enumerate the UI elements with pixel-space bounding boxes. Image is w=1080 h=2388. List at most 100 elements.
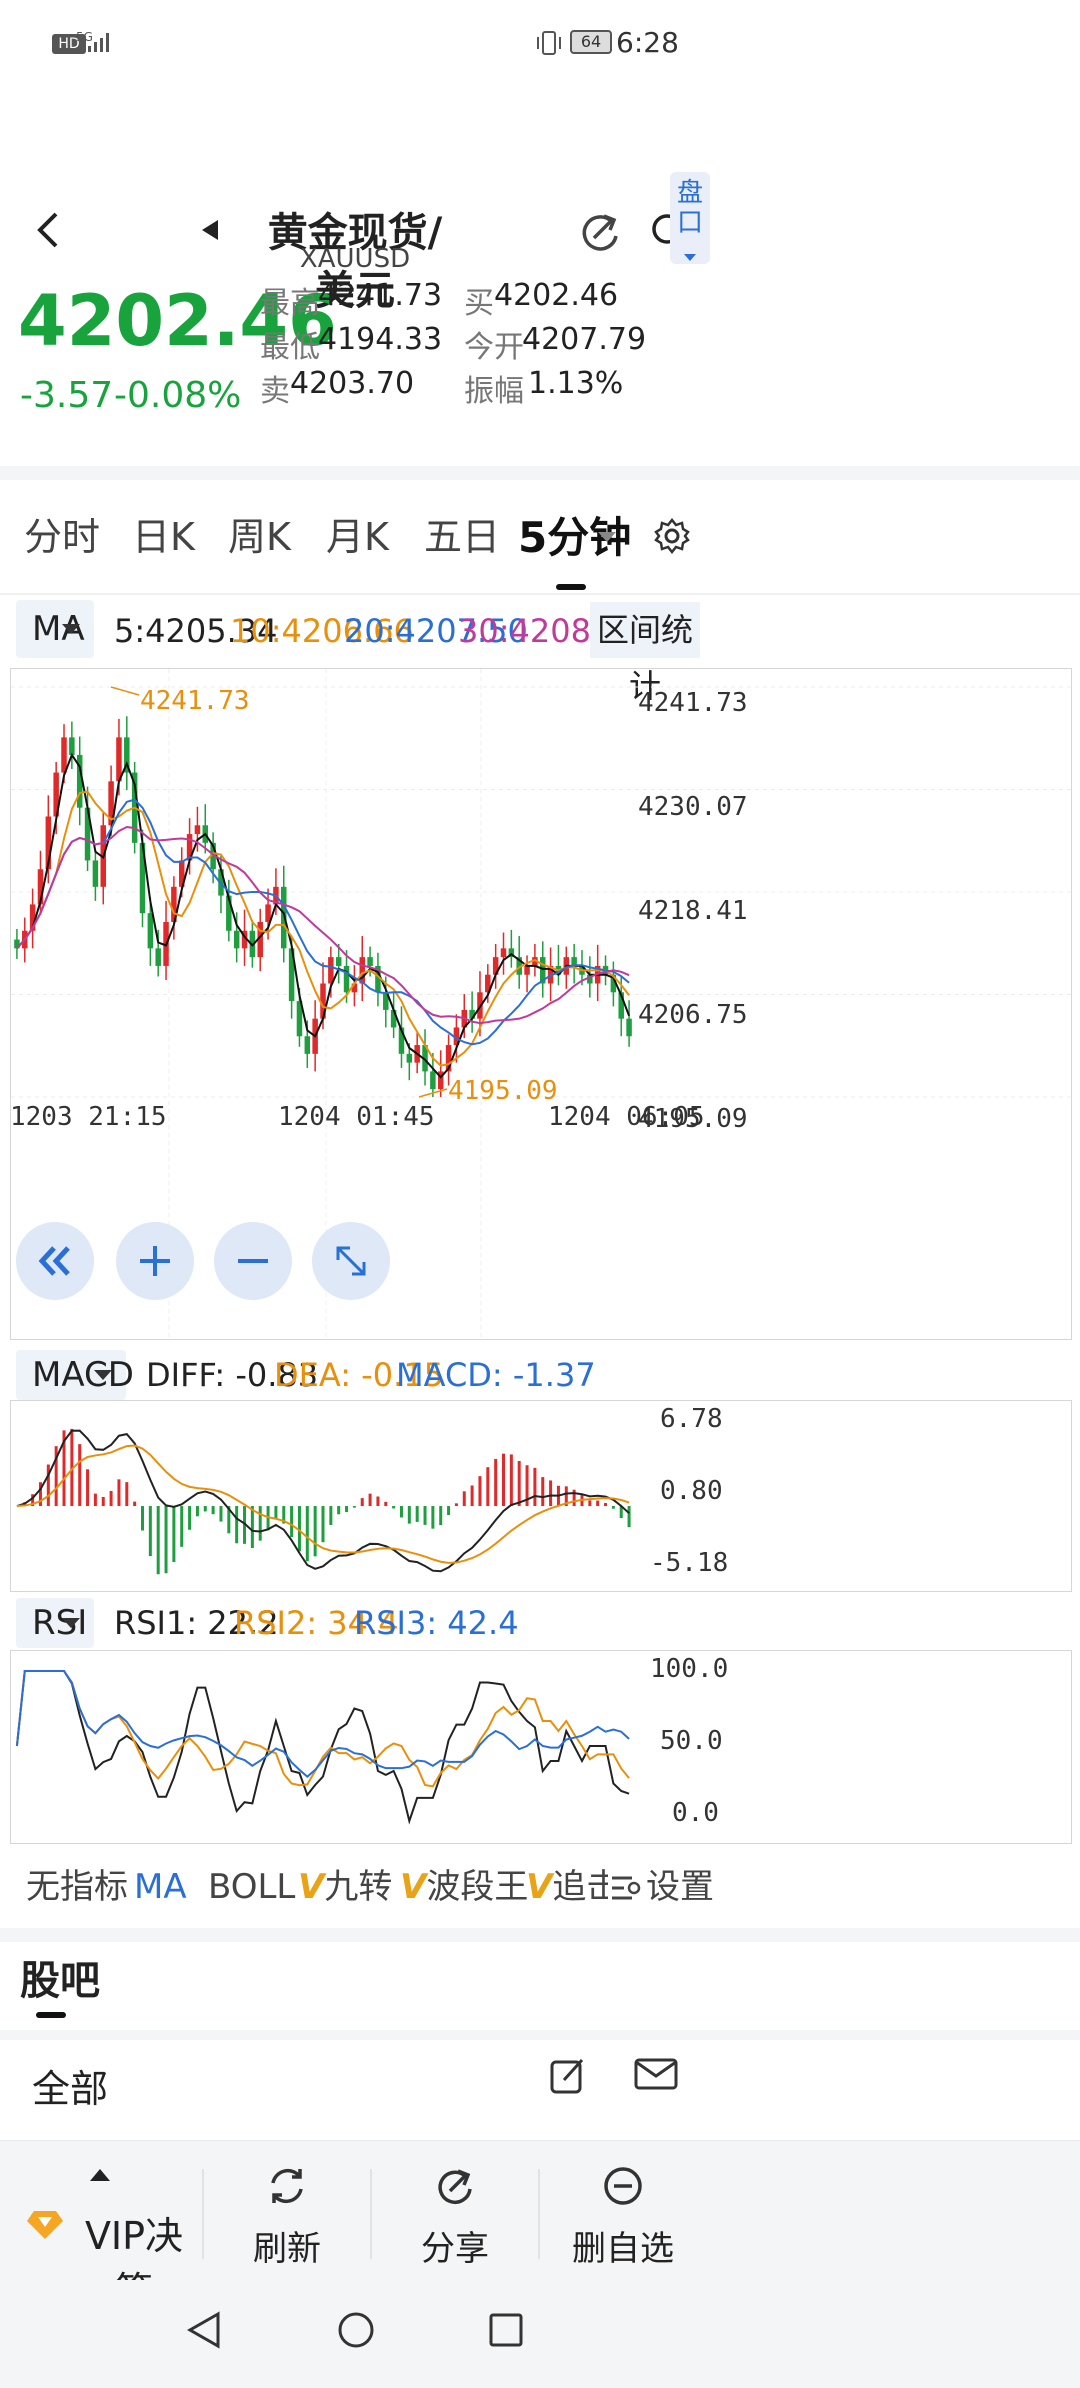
double-chevron-left-icon (38, 1246, 70, 1276)
macd-selector[interactable]: MACD (16, 1350, 134, 1400)
guba-filter-all[interactable]: 全部 (32, 2067, 109, 2111)
bottom-action-bar: VIP决策 刷新 分享 删自选 (0, 2140, 1080, 2313)
indicator-boduan-label: 波段王 (426, 1867, 529, 1907)
tab-weekly-k[interactable]: 周K (228, 515, 291, 559)
price-change: -3.57 (20, 375, 114, 416)
gear-icon[interactable] (654, 518, 690, 554)
candle-body (359, 957, 365, 984)
page-title: 黄金现货/美元 (267, 210, 443, 314)
candle-body (61, 737, 67, 773)
open-label: 今开 (464, 330, 524, 365)
candle-body (296, 1001, 303, 1037)
edit-icon[interactable] (550, 2056, 586, 2094)
max-price-label: 4241.73 (140, 686, 250, 716)
candle-body (14, 939, 20, 949)
macd-svg (16, 1428, 631, 1575)
indicator-boll[interactable]: BOLL (208, 1867, 296, 1907)
indicator-ma[interactable]: MA (134, 1867, 187, 1907)
candle-body (84, 807, 91, 861)
rsi-selector[interactable]: RSI (16, 1598, 94, 1648)
indicator-zhuiji-label: 追击/ (552, 1867, 608, 1907)
dropdown-icon (94, 1370, 112, 1380)
caret-down-icon[interactable] (598, 532, 616, 544)
candle-body (626, 1018, 632, 1037)
refresh-icon (271, 2168, 303, 2204)
scroll-left-button[interactable] (16, 1222, 94, 1300)
minus-circle-icon (604, 2167, 642, 2205)
candle-body (343, 965, 350, 993)
kline-chart[interactable] (10, 668, 1073, 1341)
low-label: 最低 (260, 330, 320, 365)
tab-daily-k[interactable]: 日K (132, 515, 195, 559)
back-icon[interactable] (34, 210, 64, 250)
remove-watchlist-button[interactable]: 删自选 (540, 2141, 706, 2281)
rsi2-line (15, 1670, 630, 1788)
indicator-settings-label[interactable]: 设置 (646, 1867, 714, 1907)
clock: 6:28 (616, 26, 679, 59)
share-bottom-button[interactable]: 分享 (372, 2141, 538, 2281)
last-price: 4202.46 (18, 280, 337, 362)
macd-chart[interactable] (10, 1400, 1072, 1592)
zoom-in-button[interactable] (116, 1222, 194, 1300)
nav-recents-icon[interactable] (488, 2312, 524, 2348)
indicator-jiuzhuan[interactable]: V九转 (298, 1850, 392, 1925)
hd-badge: HD (52, 34, 86, 54)
candle-body (186, 834, 193, 861)
high-label: 最高 (260, 286, 320, 321)
ma20-line (16, 798, 630, 1046)
rsi-y-tick-2: 50.0 (660, 1726, 723, 1756)
candle-body (320, 983, 326, 1019)
candle-body (492, 957, 499, 975)
prev-instrument-icon[interactable] (200, 218, 220, 242)
guba-title[interactable]: 股吧 (20, 1958, 100, 2004)
buy-value: 4202.46 (494, 278, 619, 313)
candle-body (328, 957, 334, 984)
tab-timeshare[interactable]: 分时 (24, 515, 101, 559)
share-icon[interactable] (578, 210, 622, 254)
candle-body (375, 965, 381, 993)
indicator-boduan[interactable]: V波段王 (400, 1850, 528, 1925)
ma20-value: 20:4207.50 (344, 612, 528, 650)
zoom-out-button[interactable] (214, 1222, 292, 1300)
mail-icon[interactable] (634, 2058, 678, 2090)
candle-body (116, 737, 122, 782)
candle-body (53, 772, 59, 817)
candle-body (288, 948, 295, 1002)
candle-body (304, 1036, 311, 1054)
candle-body (430, 1071, 436, 1090)
candle-body (469, 1009, 475, 1019)
v-mark: V (526, 1867, 553, 1907)
refresh-label: 刷新 (253, 2229, 321, 2269)
nav-back-icon[interactable] (186, 2310, 222, 2350)
tab-five-day[interactable]: 五日 (424, 515, 501, 559)
indicator-none[interactable]: 无指标 (26, 1867, 128, 1907)
candle-body (445, 1045, 452, 1072)
ma10-line (16, 790, 630, 1067)
tab-5min[interactable]: 5分钟 (518, 513, 632, 562)
bar-divider (538, 2169, 540, 2259)
rsi-chart[interactable] (10, 1650, 1072, 1844)
range-stats-button[interactable]: 区间统计 (590, 602, 700, 705)
candle-body (540, 957, 546, 984)
candle-body (194, 825, 201, 835)
candle-body (618, 992, 624, 1019)
plus-icon (140, 1246, 170, 1276)
caret-down-icon (684, 254, 696, 261)
candle-body (508, 948, 515, 958)
candle-body (398, 1027, 405, 1054)
refresh-button[interactable]: 刷新 (204, 2141, 370, 2281)
macd-dea-value: DEA: -0.15 (274, 1356, 444, 1394)
fullscreen-button[interactable] (312, 1222, 390, 1300)
minus-icon (238, 1259, 268, 1263)
nav-home-icon[interactable] (336, 2310, 376, 2350)
ma-row: MA 5:4205.34 10:4206.66 20:4207.50 30:42… (0, 600, 1080, 705)
order-book-button[interactable]: 盘口 (670, 172, 710, 264)
expand-icon (336, 1246, 366, 1276)
vip-button[interactable]: VIP决策 (0, 2141, 200, 2313)
share-label: 分享 (421, 2229, 489, 2269)
indicator-zhuiji[interactable]: V追击/ (526, 1850, 608, 1925)
period-tabs: 分时 日K 周K 月K 五日 5分钟 (0, 480, 1080, 595)
indicator-settings-icon[interactable] (610, 1874, 642, 1902)
main-indicator-selector[interactable]: MA (16, 600, 94, 658)
tab-monthly-k[interactable]: 月K (326, 515, 389, 559)
